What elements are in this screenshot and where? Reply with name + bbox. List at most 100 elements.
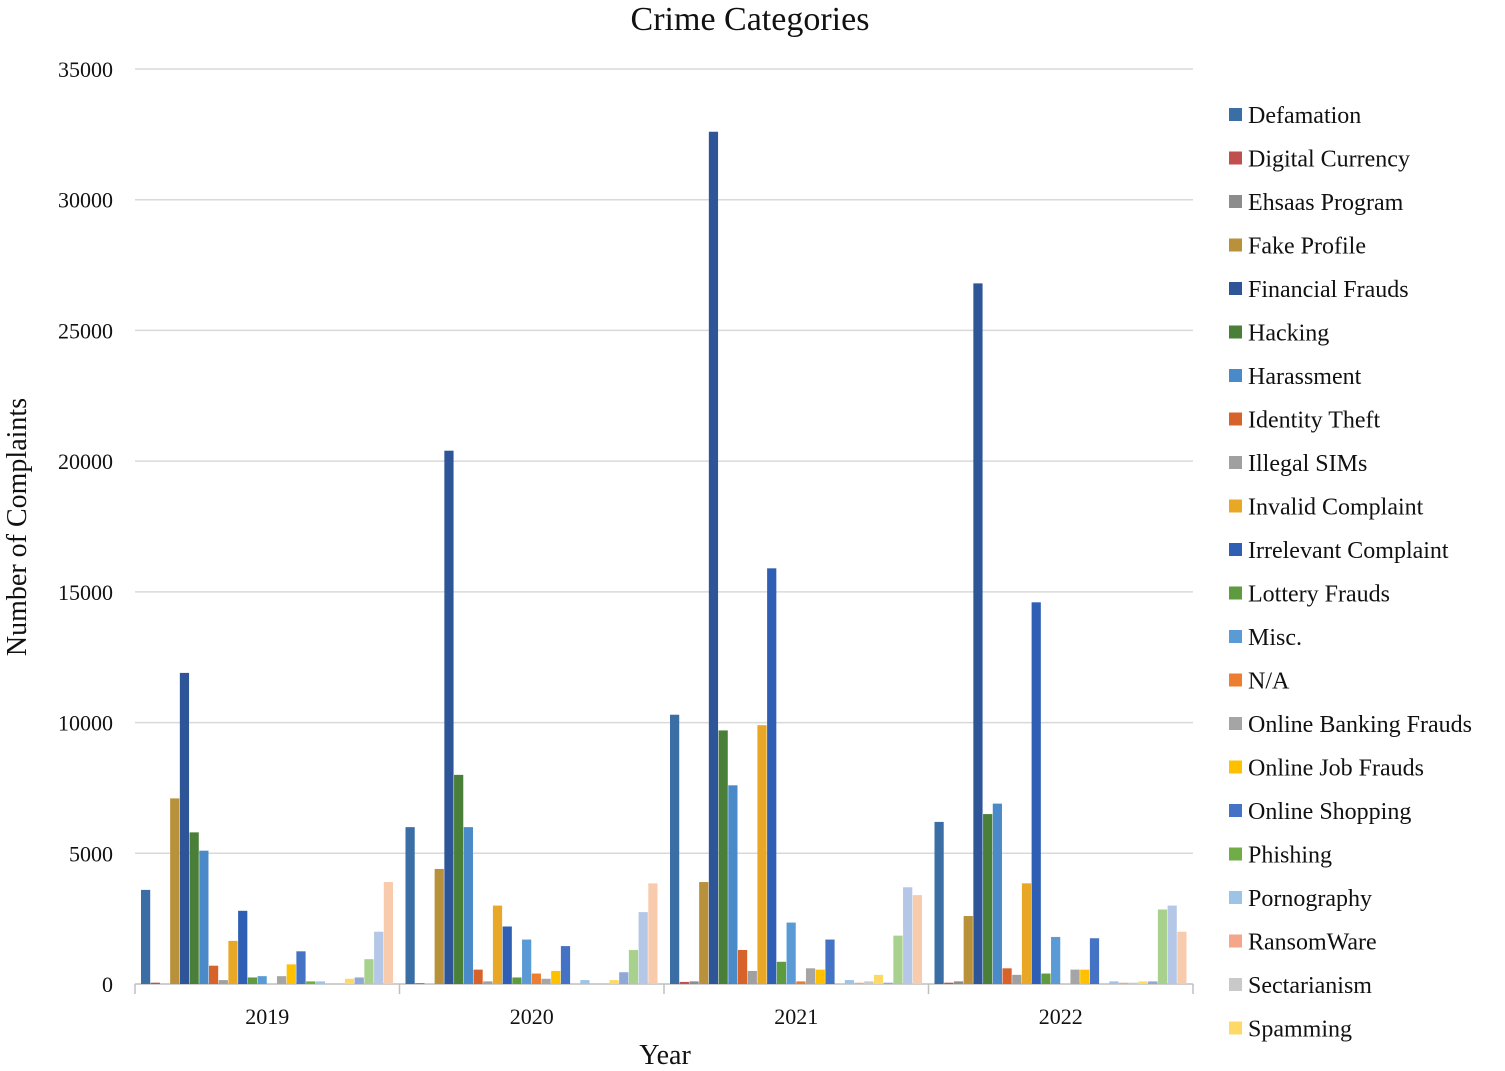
legend-label: Illegal SIMs <box>1248 451 1367 477</box>
bar <box>374 931 384 984</box>
legend-label: RansomWare <box>1248 930 1377 956</box>
bar <box>344 978 355 984</box>
y-axis-title: Number of Complaints <box>2 398 33 656</box>
bar <box>844 980 855 984</box>
bar <box>619 972 629 984</box>
x-axis-ticks: 2019 2020 2021 2022 <box>134 984 1194 1029</box>
bar <box>805 968 816 984</box>
bar <box>699 882 709 984</box>
bar <box>963 916 973 984</box>
legend-label: Financial Frauds <box>1248 277 1409 303</box>
bar <box>276 976 287 984</box>
x-tick-label: 2022 <box>1039 1004 1083 1029</box>
bar <box>228 940 238 984</box>
bar <box>893 935 903 984</box>
y-tick-label: 30000 <box>58 188 113 213</box>
legend-label: Pornography <box>1248 886 1372 912</box>
bar <box>512 977 522 984</box>
legend-label: Digital Currency <box>1248 147 1410 173</box>
bar <box>1089 938 1100 984</box>
bar <box>199 850 209 984</box>
bar <box>415 983 425 984</box>
bar <box>383 882 393 984</box>
bar <box>1012 974 1022 984</box>
bar <box>1177 931 1187 984</box>
legend-swatch <box>1229 195 1242 208</box>
bar <box>208 965 219 984</box>
legend-label: Online Banking Frauds <box>1248 712 1472 738</box>
bar <box>934 821 944 984</box>
bar <box>454 774 464 984</box>
bar <box>492 905 503 984</box>
bar <box>796 981 806 984</box>
y-tick-label: 10000 <box>58 711 113 736</box>
bar <box>1109 981 1119 984</box>
legend-swatch <box>1229 673 1242 687</box>
bar <box>551 970 561 984</box>
bar <box>903 887 913 984</box>
legend: Defamation Digital Currency Ehsaas Program… <box>1229 103 1472 1043</box>
bar <box>1002 968 1012 984</box>
bar <box>864 981 874 984</box>
legend-swatch <box>1229 543 1242 556</box>
bar <box>522 939 532 984</box>
bar <box>315 981 326 984</box>
bar <box>1080 969 1090 984</box>
bar <box>141 889 151 984</box>
legend-swatch <box>1229 499 1242 513</box>
bar <box>718 730 728 984</box>
bar <box>883 982 893 984</box>
x-tick-label: 2021 <box>774 1004 818 1029</box>
bar <box>670 714 680 984</box>
bar <box>737 950 748 984</box>
bar <box>1167 905 1177 984</box>
bar <box>912 895 922 984</box>
x-tick-label: 2019 <box>245 1004 289 1029</box>
legend-label: Misc. <box>1248 625 1302 651</box>
bar <box>434 868 444 984</box>
legend-label: Ehsaas Program <box>1248 190 1404 216</box>
legend-swatch <box>1229 369 1242 382</box>
bar <box>1157 909 1168 984</box>
legend-swatch <box>1229 325 1242 339</box>
legend-swatch <box>1229 412 1242 426</box>
bar <box>757 725 767 984</box>
legend-swatch <box>1229 456 1242 469</box>
legend-label: Irrelevant Complaint <box>1248 538 1449 564</box>
legend-swatch <box>1229 847 1242 861</box>
legend-swatch <box>1229 978 1242 991</box>
legend-swatch <box>1229 891 1242 904</box>
bar <box>648 883 658 984</box>
y-tick-label: 15000 <box>58 580 113 605</box>
bar <box>708 131 719 984</box>
y-tick-label: 20000 <box>58 449 113 474</box>
bar <box>189 832 199 984</box>
bar <box>483 981 493 984</box>
bar <box>1128 982 1138 984</box>
bar <box>473 969 483 984</box>
bar <box>238 910 248 984</box>
bar <box>286 964 296 984</box>
bar <box>628 950 639 984</box>
bar <box>257 976 267 984</box>
bar <box>463 827 473 984</box>
bar <box>944 982 954 984</box>
legend-label: N/A <box>1248 669 1290 695</box>
bar <box>531 973 541 984</box>
legend-swatch <box>1229 1021 1242 1035</box>
bar <box>580 980 590 984</box>
legend-label: Defamation <box>1248 103 1361 129</box>
bar <box>364 959 374 984</box>
bar <box>247 977 258 984</box>
legend-label: Online Shopping <box>1248 799 1411 825</box>
bar <box>296 951 306 984</box>
bar <box>170 798 180 984</box>
legend-swatch <box>1229 630 1242 643</box>
bar <box>1051 936 1061 984</box>
bar <box>1138 981 1148 984</box>
y-axis-ticks: 0 5000 10000 15000 20000 25000 30000 35000 <box>58 57 113 997</box>
bar <box>767 568 777 984</box>
bar <box>1031 602 1041 984</box>
legend-swatch <box>1229 760 1242 774</box>
bar <box>405 827 415 984</box>
